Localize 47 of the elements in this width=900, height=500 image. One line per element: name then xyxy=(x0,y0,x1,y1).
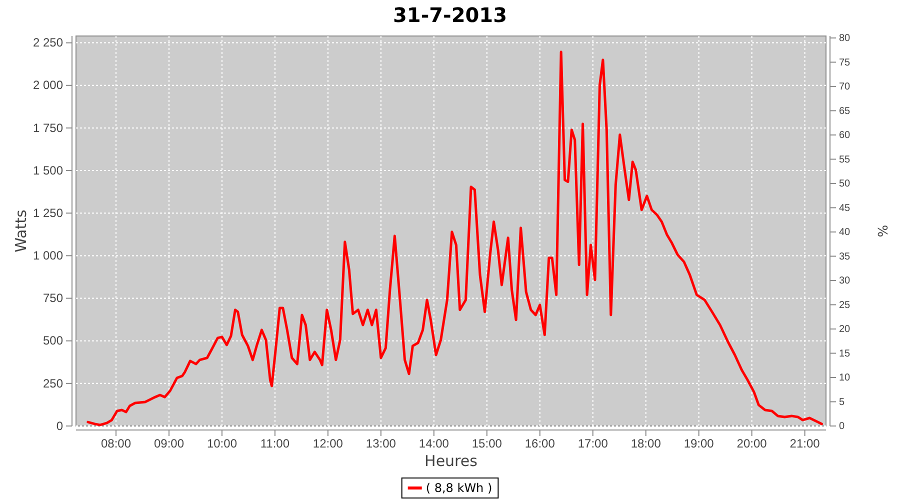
x-tick-label: 09:00 xyxy=(154,436,184,451)
y2-tick-label: 35 xyxy=(839,251,851,262)
y2-tick-label: 70 xyxy=(839,82,851,93)
y-tick-label: 250 xyxy=(42,376,64,390)
y2-tick-label: 5 xyxy=(839,396,845,408)
y2-tick-label: 45 xyxy=(839,202,851,214)
y-tick-label: 0 xyxy=(56,418,64,433)
x-tick-label: 15:00 xyxy=(472,436,502,451)
y2-axis-title: % xyxy=(874,224,889,238)
x-tick-label: 10:00 xyxy=(206,436,238,451)
y-tick-label: 2 250 xyxy=(32,36,64,50)
y2-tick-label: 80 xyxy=(839,33,851,44)
x-tick-label: 18:00 xyxy=(630,436,662,451)
y-tick-label: 2 000 xyxy=(32,78,64,92)
x-axis-title: Heures xyxy=(424,452,478,470)
x-tick-label: 17:00 xyxy=(578,436,608,451)
x-tick-label: 11:00 xyxy=(260,436,290,451)
chart-title: 31-7-2013 xyxy=(392,3,508,27)
y2-tick-label: 55 xyxy=(839,154,851,166)
y2-tick-label: 10 xyxy=(839,372,851,384)
y2-tick-label: 40 xyxy=(839,227,851,238)
y2-tick-label: 60 xyxy=(839,130,851,142)
legend-label: ( 8,8 kWh ) xyxy=(426,481,492,495)
x-tick-label: 12:00 xyxy=(312,436,344,451)
y2-tick-label: 50 xyxy=(839,178,851,190)
y2-tick-label: 25 xyxy=(839,300,851,311)
y-axis-title: Watts xyxy=(12,210,30,252)
y2-tick-label: 65 xyxy=(839,106,851,117)
y2-tick-label: 20 xyxy=(839,324,851,336)
y2-tick-label: 75 xyxy=(839,57,851,68)
y2-tick-label: 0 xyxy=(839,421,845,432)
y2-tick-label: 15 xyxy=(839,348,851,360)
x-tick-label: 21:00 xyxy=(790,436,820,451)
y-tick-label: 1 000 xyxy=(32,248,64,263)
x-tick-label: 16:00 xyxy=(524,436,556,451)
y-tick-label: 1 500 xyxy=(32,163,64,178)
y2-tick-label: 30 xyxy=(839,276,851,287)
y-tick-label: 1 750 xyxy=(32,120,64,135)
y-tick-label: 750 xyxy=(42,291,64,306)
x-tick-label: 08:00 xyxy=(100,436,132,451)
line-series xyxy=(86,50,824,426)
x-tick-label: 20:00 xyxy=(736,436,768,451)
x-tick-label: 13:00 xyxy=(366,436,396,451)
x-tick-label: 19:00 xyxy=(684,436,714,451)
y-tick-label: 500 xyxy=(42,334,64,348)
x-tick-label: 14:00 xyxy=(418,436,450,451)
y-tick-label: 1 250 xyxy=(32,206,64,220)
